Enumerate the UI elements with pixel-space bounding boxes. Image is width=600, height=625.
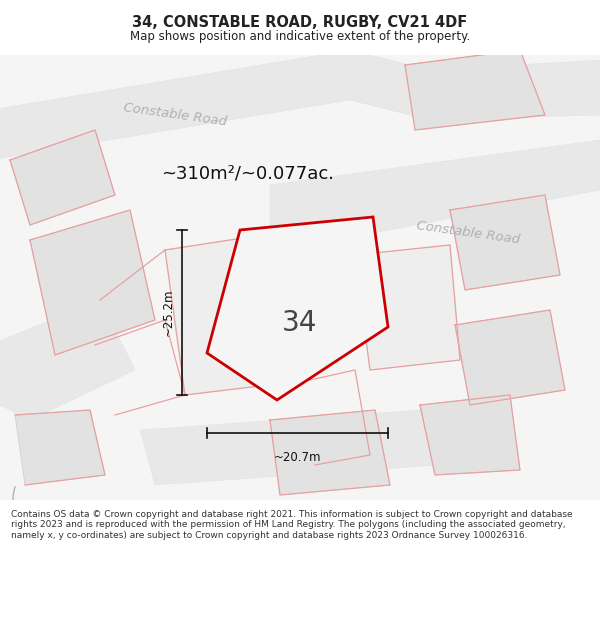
Polygon shape — [270, 410, 390, 495]
Polygon shape — [165, 230, 310, 395]
Text: 34: 34 — [283, 309, 317, 337]
Text: Constable Road: Constable Road — [122, 101, 227, 129]
Polygon shape — [270, 140, 600, 245]
Polygon shape — [450, 195, 560, 290]
Text: 34, CONSTABLE ROAD, RUGBY, CV21 4DF: 34, CONSTABLE ROAD, RUGBY, CV21 4DF — [133, 16, 467, 31]
Polygon shape — [0, 55, 600, 500]
Text: ~25.2m: ~25.2m — [161, 289, 175, 336]
Polygon shape — [30, 210, 155, 355]
Text: ~20.7m: ~20.7m — [274, 451, 321, 464]
Polygon shape — [10, 130, 115, 225]
Polygon shape — [15, 410, 105, 485]
Polygon shape — [405, 50, 545, 130]
Text: Constable Road: Constable Road — [415, 219, 521, 247]
Polygon shape — [455, 310, 565, 405]
Text: ~310m²/~0.077ac.: ~310m²/~0.077ac. — [161, 164, 335, 182]
Polygon shape — [0, 50, 600, 160]
Polygon shape — [207, 217, 388, 400]
Polygon shape — [420, 395, 520, 475]
Polygon shape — [140, 405, 510, 485]
Text: Map shows position and indicative extent of the property.: Map shows position and indicative extent… — [130, 30, 470, 43]
Polygon shape — [0, 300, 135, 420]
Polygon shape — [355, 245, 460, 370]
Text: Contains OS data © Crown copyright and database right 2021. This information is : Contains OS data © Crown copyright and d… — [11, 510, 572, 540]
